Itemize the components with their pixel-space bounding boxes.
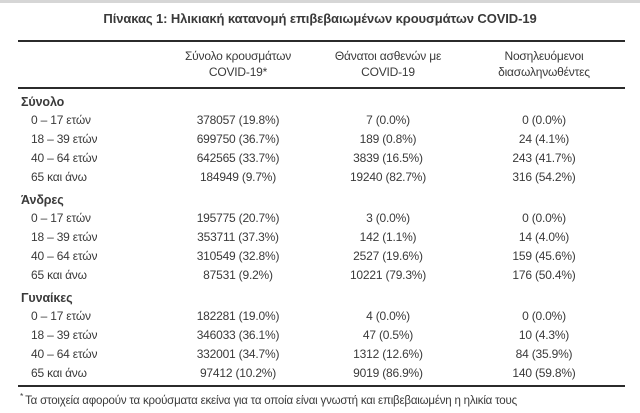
cases-cell: 378057 (19.8%) — [196, 113, 280, 127]
intubated-cell: 84 (35.9%) — [515, 347, 573, 361]
deaths-cell: 3 (0.0%) — [366, 211, 410, 225]
intubated-cell: 24 (4.1%) — [518, 132, 570, 146]
age-cell: 0 – 17 ετών — [31, 309, 91, 323]
table-row: 65 και άνω 97412 (10.2%) 9019 (86.9%) 140 (… — [18, 364, 625, 383]
footnote-asterisk: * — [20, 391, 24, 401]
footnote: * Τα στοιχεία αφορούν τα κρούσματα εκείνα… — [18, 387, 625, 407]
cases-cell: 332001 (34.7%) — [196, 347, 280, 361]
header-total-cases-line2: COVID-19* — [208, 65, 268, 79]
age-cell: 40 – 64 ετών — [31, 249, 98, 263]
table-row: 65 και άνω 87531 (9.2%) 10221 (79.3%) 176 (… — [18, 266, 625, 285]
section-label: Γυναίκες — [21, 291, 73, 305]
table-row: 0 – 17 ετών 182281 (19.0%) 4 (0.0%) 0 (0.0%… — [18, 307, 625, 326]
intubated-cell: 10 (4.3%) — [518, 328, 570, 342]
section-label: Άνδρες — [21, 193, 64, 207]
header-cell-deaths: Θάνατοι ασθενών με COVID-19 — [313, 48, 463, 80]
header-cell-age-spacer — [18, 48, 163, 80]
table-row: 65 και άνω 184949 (9.7%) 19240 (82.7%) 316 … — [18, 168, 625, 187]
header-deaths-line1: Θάνατοι ασθενών με — [334, 49, 442, 63]
table-body: Σύνολο 0 – 17 ετών 378057 (19.8%) 7 (0.0%) 0… — [18, 89, 625, 387]
cases-cell: 642565 (33.7%) — [196, 151, 280, 165]
page-top-edge — [0, 0, 640, 3]
header-total-cases-line1: Σύνολο κρουσμάτων — [184, 49, 292, 63]
age-cell: 0 – 17 ετών — [31, 113, 91, 127]
deaths-cell: 9019 (86.9%) — [353, 366, 423, 380]
cases-cell: 346033 (36.1%) — [196, 328, 280, 342]
deaths-cell: 1312 (12.6%) — [353, 347, 423, 361]
table-caption: Πίνακας 1: Ηλικιακή κατανομή επιβεβαιωμέ… — [103, 11, 537, 26]
cases-cell: 97412 (10.2%) — [199, 366, 277, 380]
intubated-cell: 176 (50.4%) — [512, 268, 576, 282]
deaths-cell: 4 (0.0%) — [366, 309, 410, 323]
deaths-cell: 47 (0.5%) — [362, 328, 414, 342]
cases-cell: 353711 (37.3%) — [197, 230, 279, 244]
deaths-cell: 189 (0.8%) — [359, 132, 417, 146]
intubated-cell: 0 (0.0%) — [522, 113, 566, 127]
table-row: 40 – 64 ετών 642565 (33.7%) 3839 (16.5%) 24… — [18, 149, 625, 168]
intubated-cell: 159 (45.6%) — [512, 249, 576, 263]
deaths-cell: 19240 (82.7%) — [349, 170, 427, 184]
age-cell: 40 – 64 ετών — [31, 151, 98, 165]
table-row: 18 – 39 ετών 353711 (37.3%) 142 (1.1%) 14 (… — [18, 228, 625, 247]
header-deaths-line2: COVID-19 — [361, 65, 415, 79]
age-cell: 65 και άνω — [31, 366, 87, 380]
footnote-text: Τα στοιχεία αφορούν τα κρούσματα εκείνα … — [25, 394, 517, 407]
deaths-cell: 2527 (19.6%) — [353, 249, 423, 263]
covid-age-table: Σύνολο κρουσμάτων COVID-19* Θάνατοι ασθε… — [18, 40, 625, 407]
table-row: 0 – 17 ετών 195775 (20.7%) 3 (0.0%) 0 (0.0%… — [18, 209, 625, 228]
age-cell: 0 – 17 ετών — [31, 211, 91, 225]
intubated-cell: 0 (0.0%) — [522, 211, 566, 225]
table-row: 18 – 39 ετών 346033 (36.1%) 47 (0.5%) 10 (4… — [18, 326, 625, 345]
intubated-cell: 243 (41.7%) — [512, 151, 576, 165]
intubated-cell: 316 (54.2%) — [512, 170, 576, 184]
header-intubated-line2: διασωληνωθέντες — [498, 65, 590, 79]
age-cell: 65 και άνω — [31, 268, 87, 282]
cases-cell: 310549 (32.8%) — [196, 249, 280, 263]
header-row: Σύνολο κρουσμάτων COVID-19* Θάνατοι ασθε… — [18, 48, 625, 80]
section-label: Σύνολο — [21, 95, 65, 109]
table-row: 0 – 17 ετών 378057 (19.8%) 7 (0.0%) 0 (0.0%… — [18, 111, 625, 130]
age-cell: 18 – 39 ετών — [31, 132, 98, 146]
age-cell: 65 και άνω — [31, 170, 87, 184]
cases-cell: 699750 (36.7%) — [196, 132, 280, 146]
deaths-cell: 7 (0.0%) — [366, 113, 410, 127]
intubated-cell: 140 (59.8%) — [512, 366, 576, 380]
deaths-cell: 10221 (79.3%) — [349, 268, 427, 282]
table-row: 40 – 64 ετών 310549 (32.8%) 2527 (19.6%) 15… — [18, 247, 625, 266]
intubated-cell: 14 (4.0%) — [518, 230, 570, 244]
cases-cell: 182281 (19.0%) — [196, 309, 280, 323]
cases-cell: 184949 (9.7%) — [199, 170, 277, 184]
table-row: 40 – 64 ετών 332001 (34.7%) 1312 (12.6%) 84… — [18, 345, 625, 364]
cases-cell: 195775 (20.7%) — [196, 211, 280, 225]
age-cell: 18 – 39 ετών — [31, 328, 98, 342]
age-cell: 40 – 64 ετών — [31, 347, 98, 361]
cases-cell: 87531 (9.2%) — [203, 268, 273, 282]
table-header: Σύνολο κρουσμάτων COVID-19* Θάνατοι ασθε… — [18, 40, 625, 89]
header-cell-intubated: Νοσηλευόμενοι διασωληνωθέντες — [463, 48, 625, 80]
table-row: 18 – 39 ετών 699750 (36.7%) 189 (0.8%) 24 (… — [18, 130, 625, 149]
deaths-cell: 142 (1.1%) — [359, 230, 417, 244]
age-cell: 18 – 39 ετών — [31, 230, 98, 244]
header-intubated-line1: Νοσηλευόμενοι — [504, 49, 584, 63]
deaths-cell: 3839 (16.5%) — [353, 151, 423, 165]
header-cell-total-cases: Σύνολο κρουσμάτων COVID-19* — [163, 48, 313, 80]
intubated-cell: 0 (0.0%) — [522, 309, 566, 323]
